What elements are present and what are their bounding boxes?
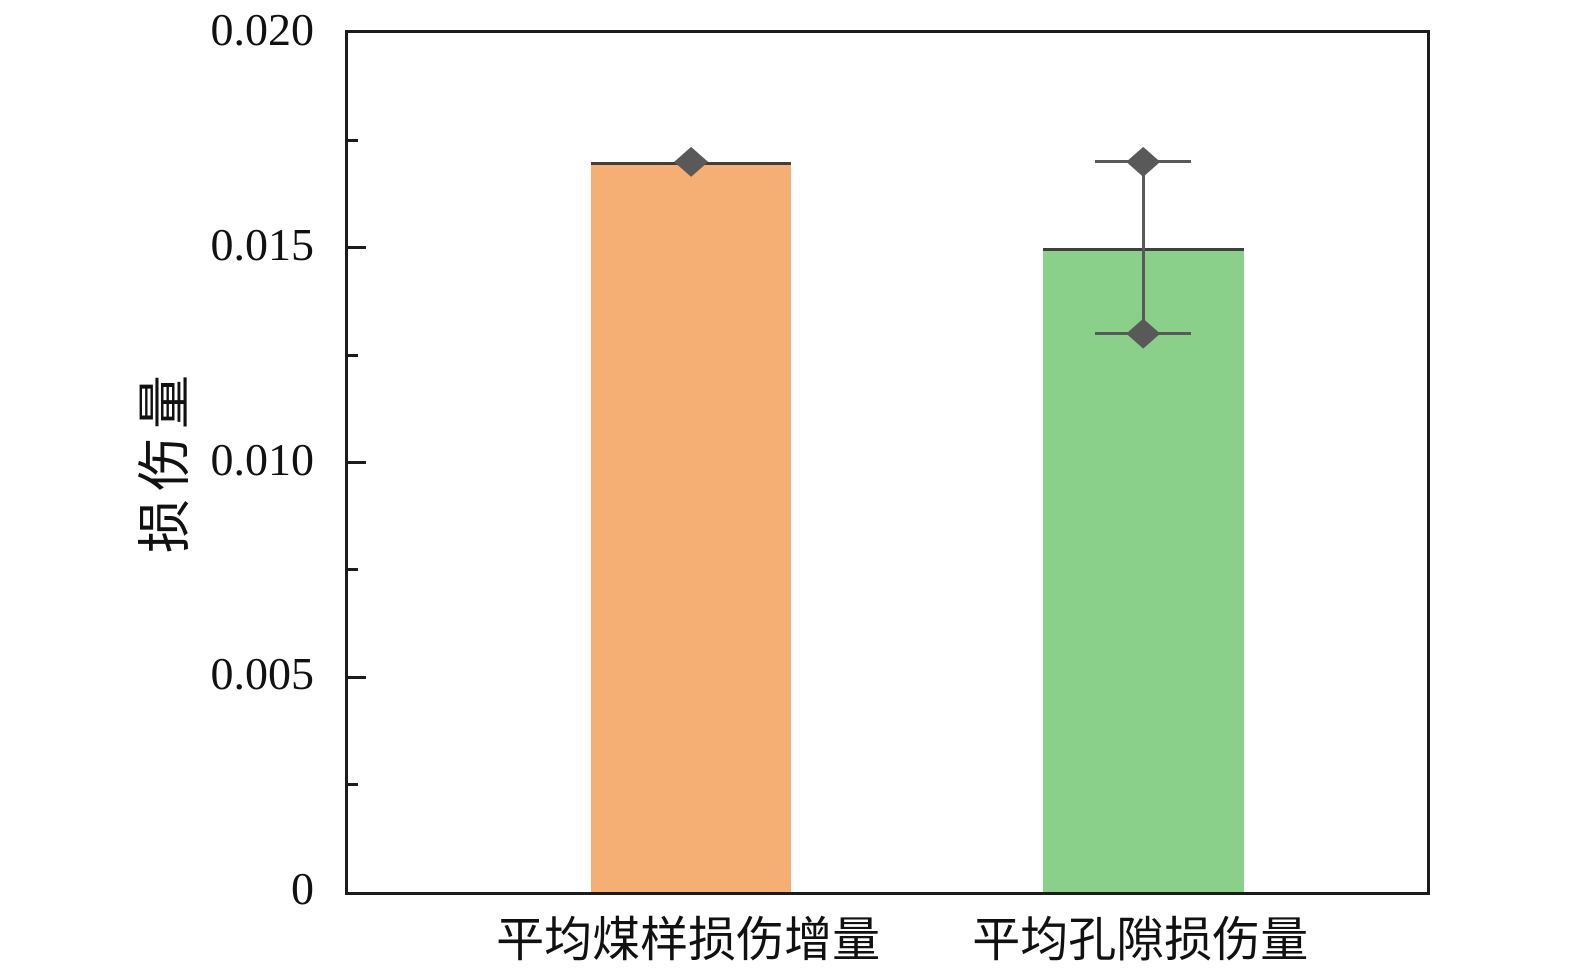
bar xyxy=(1042,247,1244,892)
plot-area xyxy=(345,30,1430,895)
y-tick-label: 0.010 xyxy=(210,433,315,485)
y-tick-label: 0 xyxy=(291,863,314,914)
y-axis-tick-labels: 0 0.005 0.010 0.015 0.020 xyxy=(0,7,330,912)
bar xyxy=(590,161,792,892)
y-tick-label: 0.020 xyxy=(210,4,315,55)
y-major-tick xyxy=(348,461,366,464)
y-minor-tick xyxy=(348,138,358,142)
error-bar-line xyxy=(1141,161,1145,334)
x-category-label: 平均煤样损伤增量 xyxy=(496,914,881,967)
y-tick-label: 0.005 xyxy=(210,648,315,700)
x-axis-labels: 平均煤样损伤增量 平均孔隙损伤量 xyxy=(345,898,1430,968)
y-minor-tick xyxy=(348,568,358,572)
y-major-tick xyxy=(348,246,366,250)
y-minor-tick xyxy=(348,783,358,787)
x-category-label: 平均孔隙损伤量 xyxy=(972,914,1309,967)
y-tick-label: 0.015 xyxy=(210,218,315,270)
diamond-marker xyxy=(1126,146,1161,177)
y-major-tick xyxy=(348,675,366,679)
y-minor-tick xyxy=(348,353,358,357)
